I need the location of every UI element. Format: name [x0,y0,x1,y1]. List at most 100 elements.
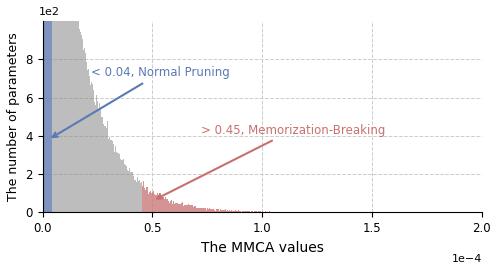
Text: < 0.04, Normal Pruning: < 0.04, Normal Pruning [53,66,230,137]
Text: 1e2: 1e2 [38,7,59,17]
Bar [264,211,265,212]
Bar [223,210,224,212]
Bar [140,184,141,212]
Bar [219,210,220,212]
Bar [142,187,143,212]
Bar [212,209,213,212]
Bar [155,195,156,212]
Bar [185,205,186,212]
Bar [83,51,84,212]
Bar [128,171,129,212]
Bar [79,22,80,212]
Bar [112,144,113,212]
Bar [165,197,166,212]
Bar [92,84,93,212]
Bar [168,201,169,212]
Bar [107,137,108,212]
Y-axis label: The number of parameters: The number of parameters [7,32,20,201]
Bar [139,180,140,212]
Bar [76,12,77,212]
Bar [172,204,173,212]
Bar [265,211,266,212]
Bar [251,211,252,212]
Bar [162,197,163,212]
Bar [148,193,149,212]
Bar [65,0,66,212]
Bar [101,120,102,212]
Bar [182,202,183,212]
Bar [226,211,227,212]
Bar [116,152,117,212]
Bar [179,204,180,212]
Bar [217,209,218,212]
Bar [190,205,191,212]
Bar [98,109,99,212]
Bar [133,176,134,212]
Bar [87,70,88,212]
Bar [111,137,112,212]
Bar [156,195,157,212]
Bar [74,0,75,212]
Bar [91,82,92,212]
Bar [198,208,199,212]
Bar [254,211,255,212]
Bar [214,209,215,212]
Bar [166,200,167,212]
Bar [259,211,260,212]
Bar [232,211,233,212]
Bar [242,211,243,212]
Bar [110,140,111,212]
Bar [141,184,142,212]
Bar [240,211,241,212]
Bar [197,207,198,212]
Bar [129,168,130,212]
Bar [43,0,44,212]
Bar [173,201,174,212]
Bar [75,0,76,212]
Bar [211,209,212,212]
Bar [249,211,250,212]
Bar [208,209,209,212]
Bar [169,203,170,212]
Bar [72,0,73,212]
Bar [248,211,249,212]
Bar [67,0,68,212]
Bar [53,0,54,212]
Bar [114,152,115,212]
Bar [246,211,247,212]
Bar [263,211,264,212]
Bar [177,203,178,212]
Bar [70,0,71,212]
Bar [207,208,208,212]
Bar [195,206,196,212]
Bar [229,210,230,212]
Bar [109,137,110,212]
Bar [126,168,127,212]
Bar [188,205,189,212]
Bar [174,203,175,212]
Bar [180,204,181,212]
Bar [81,35,82,212]
Bar [132,172,133,212]
Bar [48,0,49,212]
Bar [288,211,289,212]
Bar [88,69,89,212]
Bar [176,203,177,212]
Bar [262,211,263,212]
Bar [138,181,139,212]
Bar [247,211,248,212]
Bar [196,208,197,212]
Bar [194,206,195,212]
Bar [153,192,154,212]
Bar [50,0,51,212]
Bar [224,211,225,212]
Bar [117,146,118,212]
Bar [189,205,190,212]
Bar [64,0,65,212]
Bar [150,191,151,212]
Bar [233,211,234,212]
Bar [134,180,135,212]
X-axis label: The MMCA values: The MMCA values [201,241,324,254]
Bar [66,0,67,212]
Bar [69,0,70,212]
